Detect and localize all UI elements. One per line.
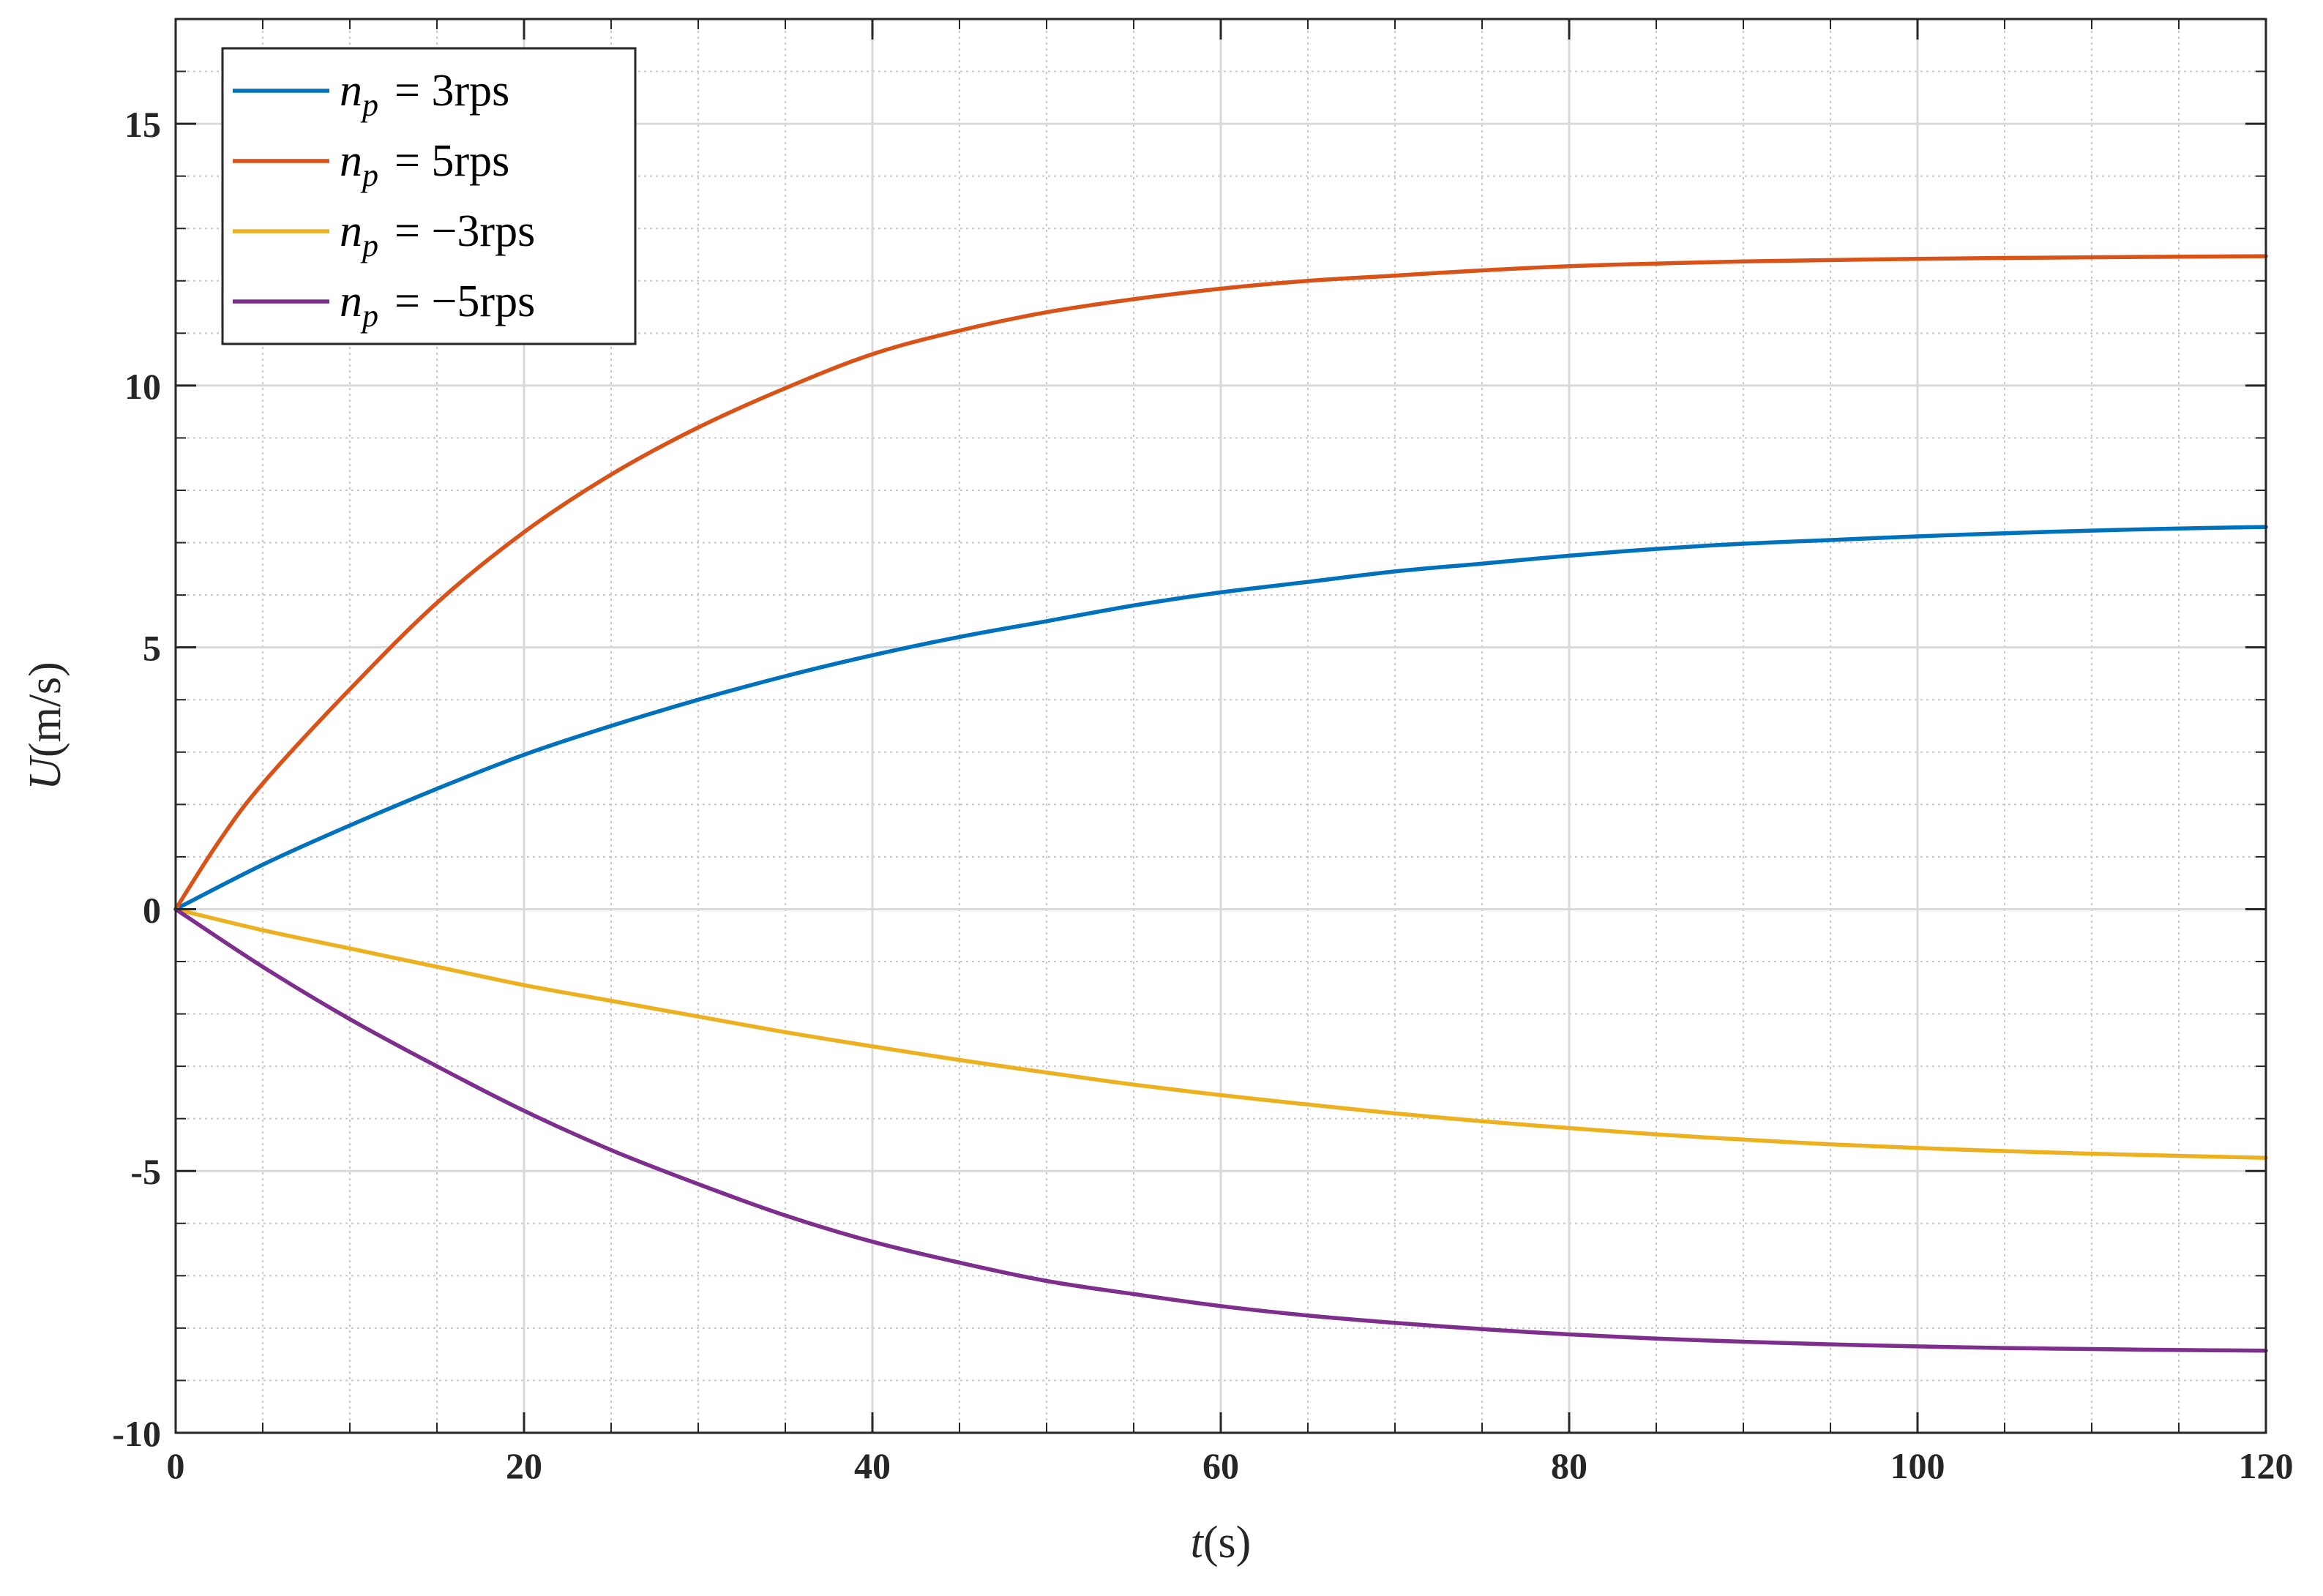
legend-label-1: np = 3rps	[340, 66, 509, 123]
legend-value: = 3rps	[394, 66, 509, 116]
x-axis-label: t(s)	[1191, 1518, 1252, 1567]
x-tick-label: 60	[1202, 1445, 1239, 1486]
x-tick-label: 0	[167, 1445, 185, 1486]
x-tick-label: 100	[1890, 1445, 1945, 1486]
series-line-2	[173, 254, 2268, 912]
legend-label-2: np = 5rps	[340, 136, 509, 193]
legend-label-4: np = −5rps	[340, 277, 535, 334]
legend-value: = −5rps	[394, 277, 535, 326]
x-tick-label: 20	[506, 1445, 542, 1486]
series-line-1	[173, 525, 2268, 912]
series-layer	[173, 254, 2268, 1353]
x-tick-label: 120	[2239, 1445, 2294, 1486]
legend-box	[221, 47, 637, 345]
axis-ticks	[174, 18, 2267, 1434]
x-tick-labels: 0 20 40 60 80 100 120	[167, 1445, 2294, 1486]
y-tick-label: -5	[130, 1151, 161, 1192]
legend-label-3: np = −3rps	[340, 206, 535, 263]
legend-value: = 5rps	[394, 136, 509, 186]
legend-var: n	[340, 66, 362, 116]
legend-var: n	[340, 136, 362, 186]
legend-subscript: p	[360, 298, 378, 334]
series-line-4	[173, 907, 2268, 1353]
minor-grid	[176, 18, 2266, 1433]
y-tick-labels: -10 -5 0 5 10 15	[112, 104, 161, 1454]
legend-subscript: p	[360, 228, 378, 263]
x-axis-unit: (s)	[1203, 1518, 1251, 1567]
y-tick-label: 15	[124, 104, 161, 145]
y-axis-label: U(m/s)	[20, 662, 70, 790]
series-line-3	[173, 907, 2268, 1161]
legend-value: = −3rps	[394, 206, 535, 256]
x-tick-label: 80	[1551, 1445, 1587, 1486]
x-tick-label: 40	[854, 1445, 891, 1486]
legend-subscript: p	[360, 157, 378, 193]
y-axis-unit: (m/s)	[20, 662, 70, 757]
x-axis-var: t	[1191, 1518, 1205, 1567]
y-tick-label: -10	[112, 1413, 161, 1454]
legend-subscript: p	[360, 87, 378, 123]
y-tick-label: 5	[143, 628, 161, 669]
legend-var: n	[340, 277, 362, 326]
y-axis-var: U	[20, 754, 70, 790]
y-tick-label: 10	[124, 366, 161, 407]
legend-var: n	[340, 206, 362, 256]
y-tick-label: 0	[143, 889, 161, 930]
